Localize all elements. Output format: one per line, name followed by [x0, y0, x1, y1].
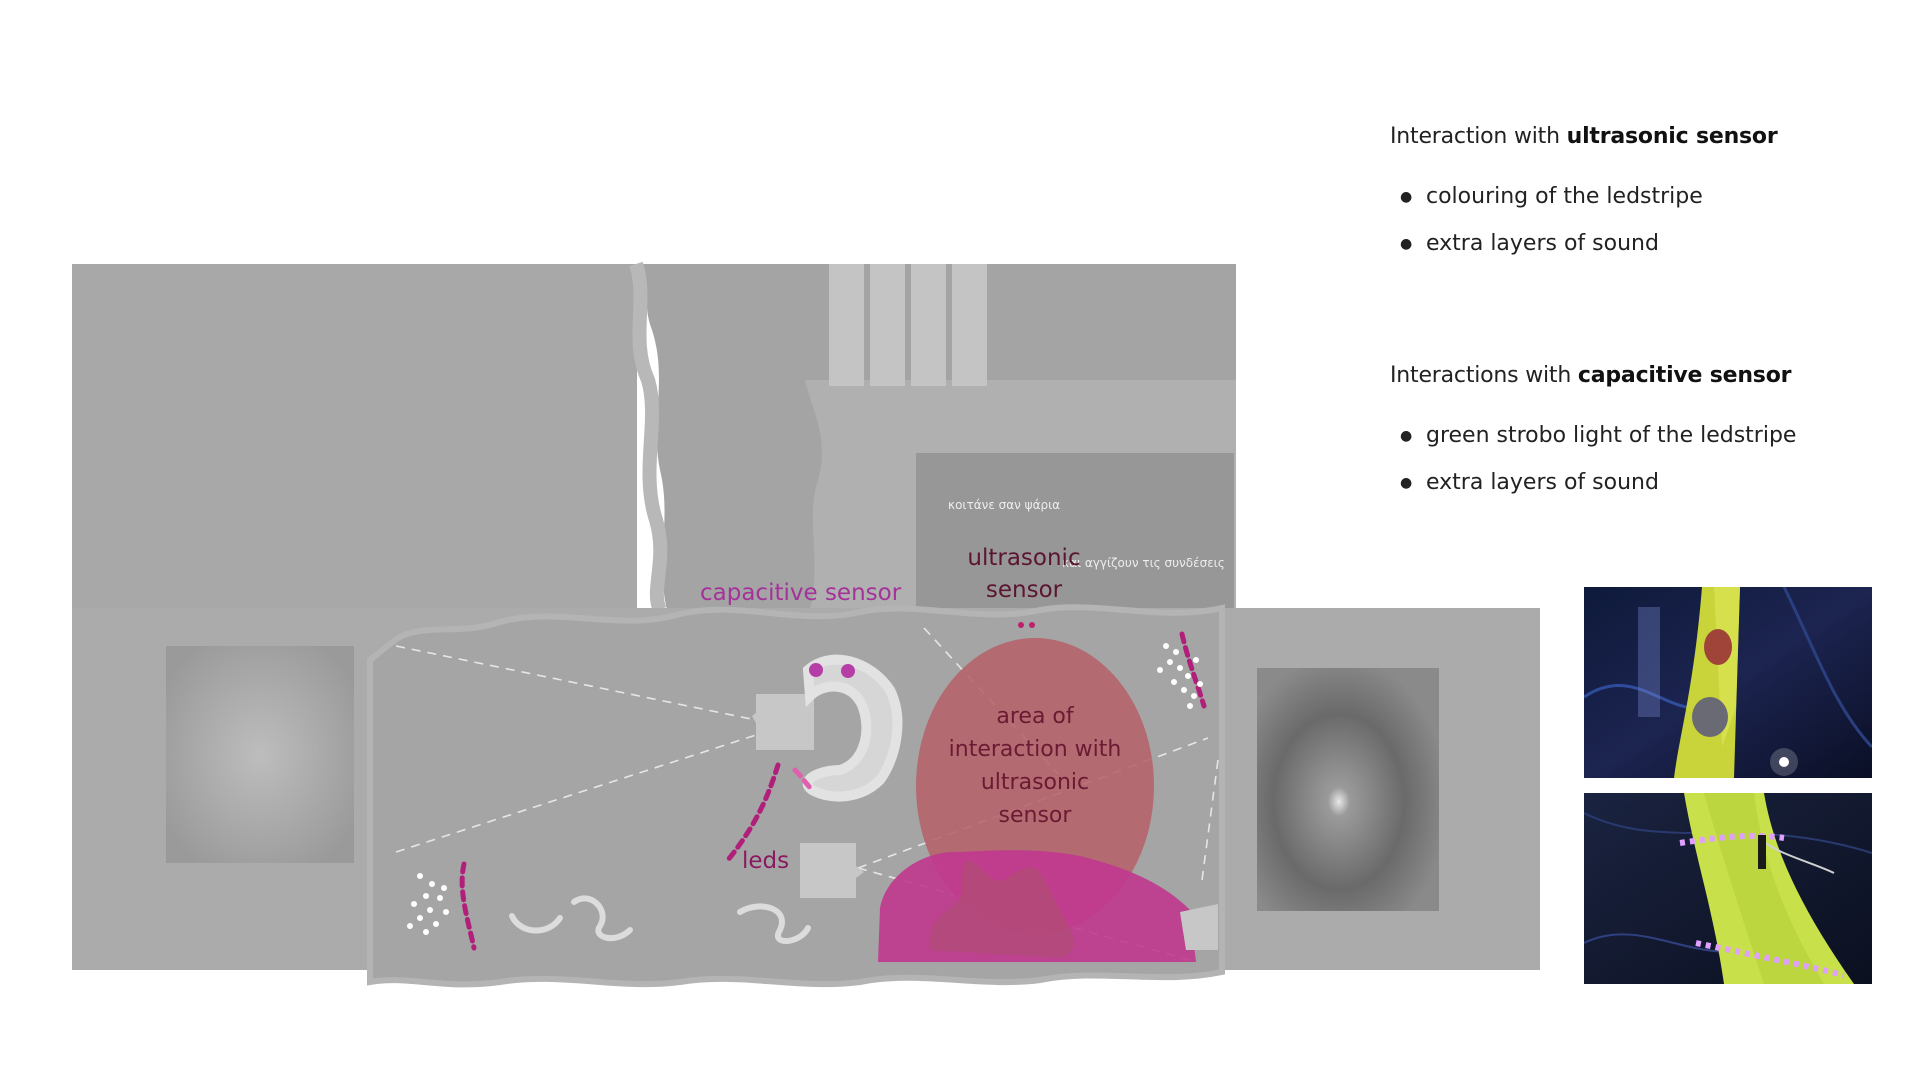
label-ultrasonic-line-1: ultrasonic: [967, 545, 1081, 571]
greek-note-1: κοιτάνε σαν ψάρια: [948, 498, 1061, 512]
sculpture-ledstripe-photo: [1584, 793, 1872, 984]
audience-figures: [929, 860, 1075, 958]
projection-image-left: [166, 646, 354, 863]
capacitive-sensor-dot-1: [809, 663, 823, 677]
ultrasonic-sensor-dot-1: [1018, 622, 1024, 628]
legend-item: ● extra layers of sound: [1400, 220, 1703, 267]
label-ultrasonic-sensor: ultrasonic sensor: [962, 542, 1086, 606]
legend-item-text: colouring of the ledstripe: [1426, 184, 1703, 209]
label-area-line-1: area of: [996, 704, 1074, 729]
window-panel-1: [829, 264, 864, 386]
dot-cluster-right: [1157, 643, 1203, 709]
photo-icon: [1584, 587, 1872, 778]
capacitive-sensor-dot-2: [841, 664, 855, 678]
projector-bottom-lens: [856, 866, 864, 878]
legend-ultrasonic-list: ● colouring of the ledstripe ● extra layer…: [1400, 173, 1703, 267]
bullet-icon: ●: [1400, 188, 1413, 205]
legend-ultrasonic-heading: Interaction with ultrasonic sensor: [1390, 124, 1778, 149]
speaker-right: [1180, 904, 1218, 950]
label-leds: leds: [742, 848, 790, 874]
wall-upper-left: [72, 264, 637, 609]
label-interaction-area: area of interaction with ultrasonic sens…: [930, 700, 1140, 832]
label-area-line-4: sensor: [998, 803, 1072, 828]
wall-seam: [629, 261, 668, 614]
legend-capacitive-list: ● green strobo light of the ledstripe ● ex…: [1400, 412, 1796, 506]
dot-cluster-left: [407, 873, 449, 935]
label-ultrasonic-line-2: sensor: [985, 577, 1063, 603]
floor-scribbles: [509, 895, 811, 945]
legend-item-text: green strobo light of the ledstripe: [1426, 423, 1797, 448]
legend-capacitive-bold: capacitive sensor: [1577, 363, 1792, 388]
projector-left-lens: [752, 710, 760, 730]
cocoon-sculpture: [802, 654, 903, 802]
sculpture-sensors-photo: [1584, 587, 1872, 778]
screen-box: [916, 453, 1234, 611]
label-area-line-3: ultrasonic: [980, 770, 1090, 795]
projection-image-right: [1257, 668, 1439, 911]
ultrasonic-sensor-dot-2: [1029, 622, 1035, 628]
window-panel-4: [952, 264, 987, 386]
legend-item-text: extra layers of sound: [1426, 231, 1659, 256]
bullet-icon: ●: [1400, 235, 1413, 252]
photo-icon: [1584, 793, 1872, 984]
window-panel-2: [870, 264, 905, 386]
led-strips: [459, 631, 1207, 951]
legend-ultrasonic-prefix: Interaction with: [1390, 124, 1567, 149]
bullet-icon: ●: [1400, 474, 1413, 491]
greek-note-2: και αγγίζουν τις συνδέσεις: [1062, 556, 1225, 570]
label-area-line-2: interaction with: [948, 737, 1122, 762]
projector-left: [756, 694, 814, 750]
legend-item: ● colouring of the ledstripe: [1400, 173, 1703, 220]
legend-ultrasonic-bold: ultrasonic sensor: [1566, 124, 1778, 149]
projector-bottom: [800, 843, 856, 898]
bullet-icon: ●: [1400, 427, 1413, 444]
legend-item: ● extra layers of sound: [1400, 459, 1796, 506]
legend-capacitive-prefix: Interactions with: [1390, 363, 1578, 388]
legend-item: ● green strobo light of the ledstripe: [1400, 412, 1796, 459]
window-panel-3: [911, 264, 946, 386]
legend-item-text: extra layers of sound: [1426, 470, 1659, 495]
legend-capacitive-heading: Interactions with capacitive sensor: [1390, 363, 1791, 388]
label-capacitive-sensor: capacitive sensor: [700, 580, 902, 606]
